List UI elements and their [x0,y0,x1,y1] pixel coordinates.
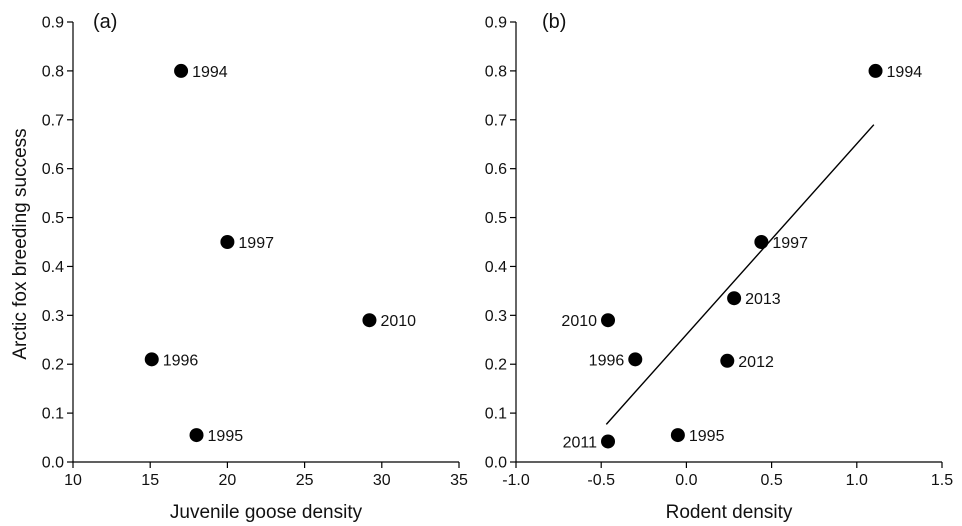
point-label: 2010 [380,313,416,330]
x-tick-label: 30 [373,472,391,489]
x-tick-label: 25 [296,472,314,489]
x-tick-label: -0.5 [587,472,615,489]
x-axis-title: Juvenile goose density [170,502,363,523]
point-label: 2010 [561,313,597,330]
data-point [220,235,235,249]
y-tick-label: 0.8 [42,63,64,80]
data-point [362,313,377,328]
x-axis-title: Rodent density [666,502,793,523]
y-tick-label: 0.4 [42,259,64,276]
y-tick-label: 0.0 [485,455,507,472]
data-point [174,63,189,78]
y-tick-label: 0.0 [42,455,64,472]
data-point [670,428,685,443]
y-tick-label: 0.7 [485,112,507,129]
data-point [727,291,742,306]
point-label: 2011 [563,434,598,451]
data-point [868,63,883,78]
y-tick-label: 0.9 [485,15,507,32]
x-tick-label: 1.5 [931,472,953,489]
y-tick-label: 0.6 [42,161,64,178]
data-point [189,428,204,443]
panel-b: 0.0 0.1 0.2 0.3 0.4 0.5 0.6 0.7 0.8 0.9 -1.0 -0.5 0.… [485,11,953,523]
point-label: 2013 [745,291,781,308]
panel-label: (b) [542,11,566,33]
y-tick-label: 0.5 [485,210,507,227]
panel-a: 0.0 0.1 0.2 0.3 0.4 0.5 0.6 0.7 0.8 0.9 10 15 20 25 30… [10,11,468,523]
y-tick-label: 0.5 [42,210,64,227]
y-axis-title: Arctic fox breeding success [10,128,31,359]
data-point [601,434,616,449]
y-tick-label: 0.6 [485,161,507,178]
data-point [720,353,735,368]
x-tick-label: 0.5 [760,472,782,489]
x-tick-label: 35 [450,472,468,489]
data-point [628,352,643,367]
y-tick-label: 0.4 [485,259,507,276]
regression-line [605,124,875,425]
point-label: 1997 [772,235,808,252]
point-label: 1996 [163,352,199,369]
x-tick-label: 10 [64,472,82,489]
point-label: 1995 [689,428,725,445]
y-tick-label: 0.8 [485,63,507,80]
y-tick-label: 0.9 [42,15,64,32]
x-tick-label: 20 [219,472,237,489]
x-tick-label: 0.0 [675,472,697,489]
data-point [754,235,769,249]
y-tick-label: 0.3 [42,308,64,325]
point-label: 1997 [238,235,274,252]
y-tick-label: 0.2 [485,357,507,374]
data-point [144,352,159,367]
point-label: 1994 [192,64,228,81]
data-point [601,313,616,328]
y-tick-label: 0.2 [42,357,64,374]
y-tick-label: 0.1 [42,406,64,423]
x-tick-label: 1.0 [846,472,868,489]
x-tick-label: -1.0 [502,472,530,489]
point-label: 1994 [887,64,923,81]
y-tick-label: 0.3 [485,308,507,325]
y-tick-label: 0.7 [42,112,64,129]
panel-label: (a) [93,11,117,33]
point-label: 1995 [208,428,244,445]
point-label: 1996 [589,352,625,369]
x-tick-label: 15 [141,472,159,489]
point-label: 2012 [738,354,774,371]
y-tick-label: 0.1 [485,406,507,423]
